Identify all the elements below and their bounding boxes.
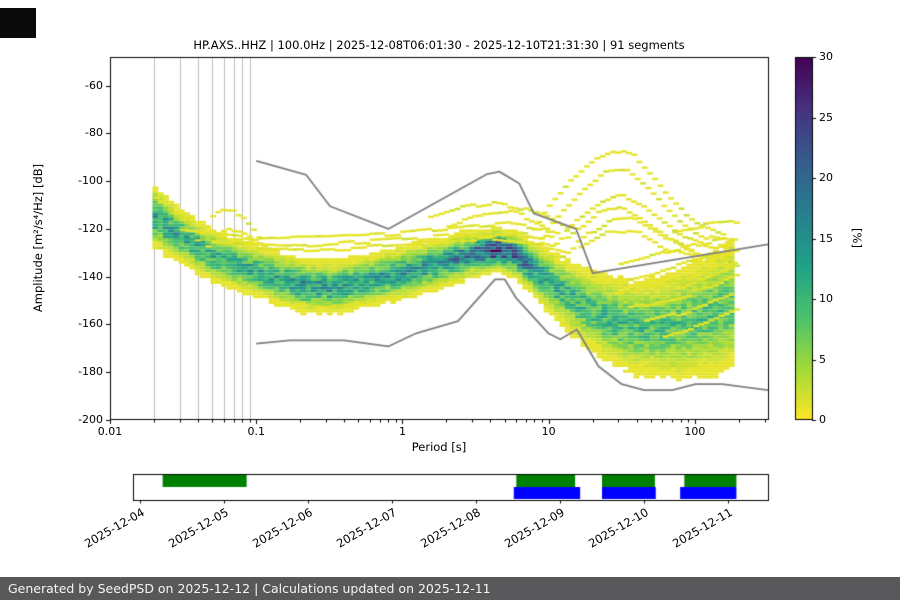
footer-bar: Generated by SeedPSD on 2025-12-12 | Cal… bbox=[0, 577, 900, 600]
y-tick-label: -120 bbox=[78, 221, 103, 235]
x-tick-label: 100 bbox=[684, 425, 706, 438]
y-tick-label: -180 bbox=[78, 365, 103, 379]
corner-artifact bbox=[0, 8, 36, 38]
x-tick-label: 10 bbox=[541, 425, 556, 438]
footer-text: Generated by SeedPSD on 2025-12-12 | Cal… bbox=[8, 581, 491, 596]
y-axis-label: Amplitude [m²/s⁴/Hz] [dB] bbox=[31, 163, 45, 313]
ppsd-plot-canvas bbox=[0, 0, 900, 577]
y-tick-label: -100 bbox=[78, 174, 103, 188]
y-tick-label: -80 bbox=[85, 126, 103, 140]
colorbar-tick-label: 20 bbox=[819, 171, 833, 184]
colorbar-tick-label: 10 bbox=[819, 292, 833, 305]
x-axis-label: Period [s] bbox=[411, 440, 467, 454]
colorbar-tick-label: 30 bbox=[819, 50, 833, 63]
colorbar-tick-label: 15 bbox=[819, 231, 833, 245]
x-tick-label: 0.01 bbox=[97, 425, 123, 438]
colorbar-tick-label: 0 bbox=[819, 413, 826, 426]
plot-title: HP.AXS..HHZ | 100.0Hz | 2025-12-08T06:01… bbox=[193, 38, 685, 52]
x-tick-label: 1 bbox=[398, 425, 406, 438]
y-tick-label: -200 bbox=[78, 413, 103, 426]
colorbar-label: [%] bbox=[850, 228, 864, 248]
x-tick-label: 0.1 bbox=[247, 425, 265, 438]
colorbar-tick-label: 5 bbox=[819, 352, 826, 366]
y-tick-label: -60 bbox=[85, 78, 103, 92]
colorbar-tick-label: 25 bbox=[819, 110, 833, 124]
y-tick-label: -140 bbox=[78, 269, 103, 283]
y-tick-label: -160 bbox=[78, 317, 103, 331]
